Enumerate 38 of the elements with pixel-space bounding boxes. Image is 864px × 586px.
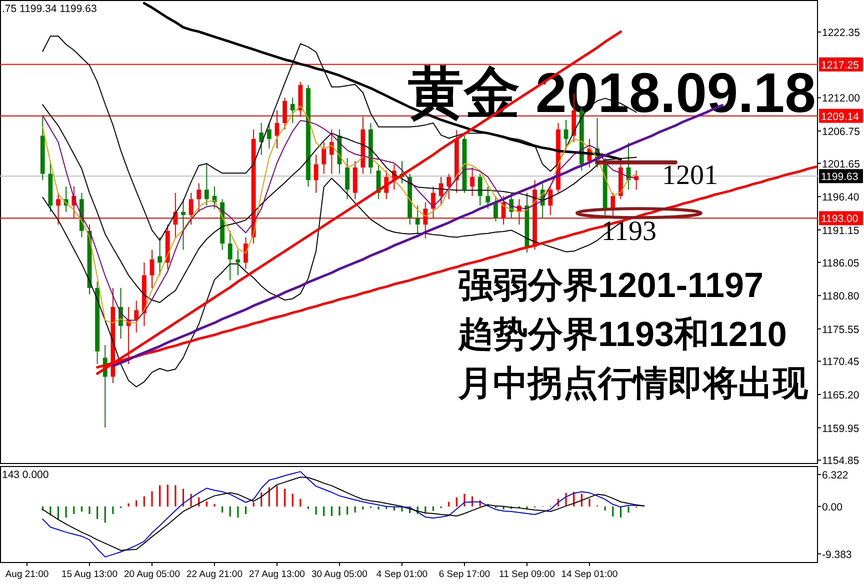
x-tick-label: 20 Aug 05:00 — [124, 569, 180, 580]
y-tick-label: 1196.40 — [822, 192, 860, 204]
x-tick-label: 6 Sep 17:00 — [438, 569, 490, 580]
x-tick-label: Aug 21:00 — [5, 569, 49, 580]
y-tick-label: 1170.45 — [822, 356, 860, 368]
y-tick-label: 0.00 — [822, 501, 843, 514]
ref-line-label: 1217.25 — [821, 59, 860, 72]
y-tick-label: 1175.55 — [822, 324, 860, 336]
x-tick-label: 11 Sep 09:00 — [499, 569, 555, 580]
annotation: 趋势分界1193和1210 — [457, 315, 787, 354]
y-tick-label: 6.322 — [822, 469, 848, 482]
y-tick-label: 1165.20 — [822, 390, 860, 402]
x-tick-label: 30 Aug 05:00 — [311, 569, 368, 580]
ref-line-label: 1199.63 — [821, 171, 858, 184]
ref-line-label: 1209.14 — [821, 110, 860, 123]
y-tick-label: 1180.80 — [822, 290, 860, 303]
y-tick-label: 1212.00 — [822, 92, 860, 105]
y-tick-label: 1201.65 — [822, 158, 860, 170]
ref-line-label: 1193.00 — [821, 213, 858, 226]
annotation: 143 0.000 — [2, 469, 49, 481]
annotation: 1193 — [602, 216, 656, 248]
y-tick-label: -9.383 — [822, 548, 852, 561]
annotation: 1201 — [662, 160, 718, 191]
y-tick-label: 1222.35 — [822, 27, 860, 40]
annotation: 月中拐点行情即将出现 — [457, 364, 809, 403]
text: 黄金 2018.09.18 — [408, 61, 816, 124]
x-tick-label: 27 Aug 13:00 — [248, 569, 305, 580]
annotation: 强弱分界1201-1197 — [458, 266, 764, 305]
y-tick-label: 1154.85 — [822, 455, 860, 468]
y-tick-label: 1159.95 — [822, 422, 860, 435]
x-tick-label: 14 Sep 01:00 — [561, 569, 618, 580]
y-tick-label: 1191.15 — [822, 224, 860, 237]
x-tick-label: 15 Aug 13:00 — [61, 569, 118, 580]
y-tick-label: 1206.75 — [822, 126, 860, 138]
annotation: .75 1199.34 1199.63 — [2, 3, 97, 15]
x-tick-label: 22 Aug 21:00 — [186, 569, 242, 580]
x-tick-label: 4 Sep 01:00 — [376, 569, 428, 580]
y-tick-label: 1186.05 — [822, 257, 860, 270]
